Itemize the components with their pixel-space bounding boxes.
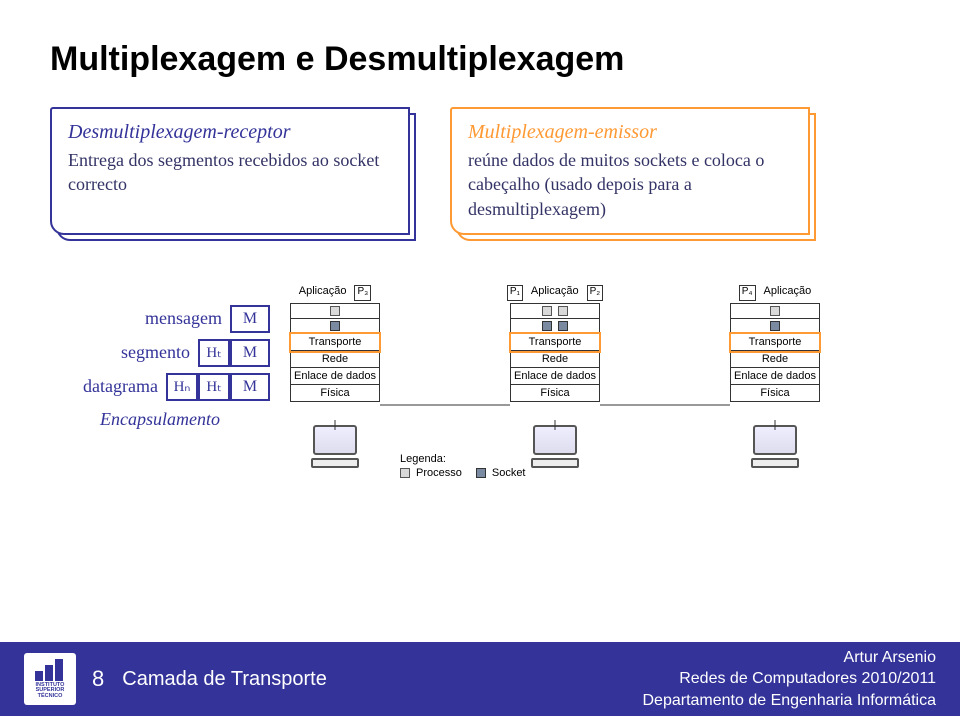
app-label: Aplicação bbox=[764, 285, 812, 301]
encap-cell: Hₜ bbox=[198, 373, 230, 401]
footer-right: Artur Arsenio Redes de Computadores 2010… bbox=[642, 647, 936, 712]
port-label: P₃ bbox=[354, 285, 371, 301]
info-boxes-row: Desmultiplexagem-receptor Entrega dos se… bbox=[50, 107, 910, 235]
mux-body: reúne dados de muitos sockets e coloca o… bbox=[468, 148, 792, 221]
demux-body: Entrega dos segmentos recebidos ao socke… bbox=[68, 148, 392, 197]
socket-icon bbox=[330, 321, 340, 331]
layer-link: Enlace de dados bbox=[731, 368, 819, 385]
socket-row bbox=[291, 319, 379, 334]
layer-transport: Transporte bbox=[731, 334, 819, 351]
network-diagram: Aplicação P₃ Transporte Rede Enlace de d… bbox=[290, 265, 910, 495]
socket-icon bbox=[770, 321, 780, 331]
encap-label: mensagem bbox=[145, 308, 222, 329]
socket-row bbox=[731, 319, 819, 334]
layer-transport: Transporte bbox=[511, 334, 599, 351]
layer-link: Enlace de dados bbox=[511, 368, 599, 385]
layer-physical: Física bbox=[731, 385, 819, 401]
encap-cell: M bbox=[230, 305, 270, 333]
legend-title: Legenda: bbox=[400, 453, 526, 465]
footer-author: Artur Arsenio bbox=[642, 647, 936, 669]
layer-physical: Física bbox=[511, 385, 599, 401]
process-icon bbox=[400, 468, 410, 478]
footer-course: Redes de Computadores 2010/2011 bbox=[642, 668, 936, 690]
layer-physical: Física bbox=[291, 385, 379, 401]
encap-cell: M bbox=[230, 339, 270, 367]
footer-title: Camada de Transporte bbox=[122, 668, 327, 691]
process-icon bbox=[770, 306, 780, 316]
socket-icon bbox=[542, 321, 552, 331]
host-stack: Aplicação P₃ Transporte Rede Enlace de d… bbox=[290, 285, 380, 402]
computer-icon bbox=[748, 425, 802, 468]
ist-logo: INSTITUTO SUPERIOR TÉCNICO bbox=[24, 653, 76, 705]
legend-label: Processo bbox=[416, 467, 462, 479]
layer-network: Rede bbox=[731, 351, 819, 368]
encap-cell: Hₜ bbox=[198, 339, 230, 367]
socket-row bbox=[731, 304, 819, 319]
layer-network: Rede bbox=[511, 351, 599, 368]
computer-icon bbox=[528, 425, 582, 468]
page-number: 8 bbox=[92, 666, 104, 692]
mux-heading: Multiplexagem-emissor bbox=[468, 121, 792, 144]
computer-icon bbox=[308, 425, 362, 468]
port-label: P₂ bbox=[587, 285, 604, 301]
encap-cell: M bbox=[230, 373, 270, 401]
socket-row bbox=[511, 319, 599, 334]
demux-box: Desmultiplexagem-receptor Entrega dos se… bbox=[50, 107, 410, 235]
encap-caption: Encapsulamento bbox=[50, 409, 270, 430]
encap-cell: Hₙ bbox=[166, 373, 198, 401]
socket-row bbox=[511, 304, 599, 319]
process-icon bbox=[542, 306, 552, 316]
encap-row-segment: segmento Hₜ M bbox=[50, 339, 270, 367]
slide-footer: INSTITUTO SUPERIOR TÉCNICO 8 Camada de T… bbox=[0, 642, 960, 716]
process-icon bbox=[558, 306, 568, 316]
mid-row: mensagem M segmento Hₜ M datagrama Hₙ Hₜ… bbox=[50, 265, 910, 495]
socket-icon bbox=[558, 321, 568, 331]
socket-icon bbox=[476, 468, 486, 478]
port-label: P₁ bbox=[507, 285, 523, 301]
layer-transport: Transporte bbox=[291, 334, 379, 351]
host-stack: P₄ Aplicação Transporte Rede Enlace de d… bbox=[730, 285, 820, 402]
logo-line: TÉCNICO bbox=[38, 693, 63, 699]
slide-title: Multiplexagem e Desmultiplexagem bbox=[50, 40, 910, 79]
layer-network: Rede bbox=[291, 351, 379, 368]
legend-item: Processo Socket bbox=[400, 467, 526, 479]
host-stack: P₁ Aplicação P₂ Transporte Rede Enla bbox=[510, 285, 600, 402]
layer-link: Enlace de dados bbox=[291, 368, 379, 385]
app-label: Aplicação bbox=[531, 285, 579, 301]
footer-dept: Departamento de Engenharia Informática bbox=[642, 690, 936, 712]
legend: Legenda: Processo Socket bbox=[400, 453, 526, 479]
encapsulation-diagram: mensagem M segmento Hₜ M datagrama Hₙ Hₜ… bbox=[50, 265, 270, 430]
encap-row-datagram: datagrama Hₙ Hₜ M bbox=[50, 373, 270, 401]
app-label: Aplicação bbox=[299, 285, 347, 301]
encap-label: datagrama bbox=[83, 376, 158, 397]
encap-label: segmento bbox=[121, 342, 190, 363]
mux-box: Multiplexagem-emissor reúne dados de mui… bbox=[450, 107, 810, 235]
demux-heading: Desmultiplexagem-receptor bbox=[68, 121, 392, 144]
process-icon bbox=[330, 306, 340, 316]
port-label: P₄ bbox=[739, 285, 756, 301]
encap-row-message: mensagem M bbox=[50, 305, 270, 333]
legend-label: Socket bbox=[492, 467, 526, 479]
socket-row bbox=[291, 304, 379, 319]
